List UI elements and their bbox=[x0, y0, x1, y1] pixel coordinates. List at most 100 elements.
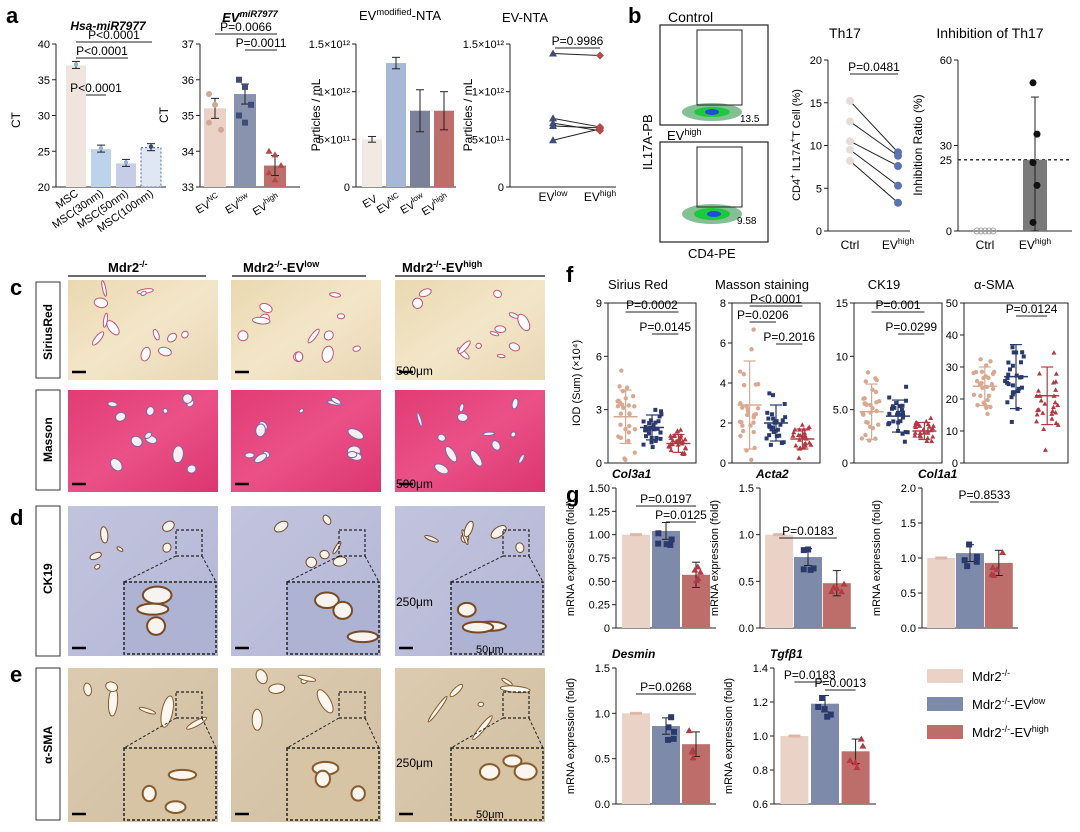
f2-point bbox=[751, 327, 756, 332]
b2-tick-label: 30 bbox=[940, 141, 952, 153]
histology-vessel bbox=[508, 312, 519, 319]
b1-ylabel: CD4+ IL17A+T Cell (%) bbox=[788, 89, 803, 201]
histology-vessel bbox=[93, 297, 109, 309]
f3-point bbox=[896, 412, 901, 417]
f4-frame bbox=[963, 302, 1069, 464]
row-label-masson: Masson bbox=[41, 417, 55, 462]
b2-title: Inhibition of Th17 bbox=[936, 25, 1043, 41]
g5-p2-pvalue: P=0.0013 bbox=[814, 676, 866, 690]
f1-point bbox=[654, 435, 659, 440]
chart-ev-modified-nta: EVmodified-NTA Particles / mL 0 5×10¹¹ 1×10¹… bbox=[309, 7, 456, 218]
f1-point bbox=[678, 427, 684, 432]
histology-vessel bbox=[457, 340, 471, 355]
g4-title: Desmin bbox=[612, 647, 655, 661]
panel-letter-g: g bbox=[566, 482, 579, 507]
f4-point bbox=[1009, 419, 1014, 424]
histology-vessel bbox=[458, 403, 465, 413]
b1-pair-line bbox=[849, 149, 899, 187]
g5-p1-pvalue: P=0.0183 bbox=[784, 668, 836, 682]
a2-xtick-label: EVhigh bbox=[249, 191, 282, 219]
b2-point-ctrl bbox=[989, 227, 997, 235]
b2-xtick-label: EVhigh bbox=[1019, 236, 1052, 252]
histology-vessel bbox=[298, 408, 304, 414]
histology-vessel bbox=[475, 342, 482, 349]
a4-pair-line bbox=[552, 125, 601, 129]
f3-title: CK19 bbox=[868, 277, 901, 292]
g4-point bbox=[688, 748, 696, 755]
g2-point bbox=[828, 588, 836, 595]
f2-point bbox=[782, 402, 787, 407]
f3-point bbox=[886, 422, 891, 427]
a2-ylabel: CT bbox=[157, 106, 171, 123]
g2-point bbox=[838, 588, 846, 595]
f1-ylabel: IOD (Sum) (×10⁴) bbox=[571, 340, 583, 426]
f1-point bbox=[658, 430, 663, 435]
histology-vessel bbox=[254, 453, 268, 464]
histology-image-siriusred-2 bbox=[395, 280, 545, 380]
histology-zoom-line bbox=[286, 717, 340, 749]
f1-point bbox=[618, 411, 624, 416]
f3-point bbox=[903, 398, 908, 403]
f4-point bbox=[1016, 386, 1021, 391]
g3-point bbox=[961, 557, 968, 564]
histology-vessel bbox=[515, 542, 525, 554]
f4-point bbox=[1050, 408, 1056, 413]
g4-point bbox=[668, 714, 675, 721]
g3-title: Col1a1 bbox=[918, 467, 958, 481]
f2-title: Masson staining bbox=[715, 277, 809, 292]
histology-inset-vessel bbox=[314, 591, 340, 609]
histology-vessel bbox=[140, 346, 151, 362]
f3-point bbox=[899, 407, 904, 412]
f2-point bbox=[796, 455, 802, 460]
a1-tick-label: 35 bbox=[38, 75, 50, 87]
g5-tick-label: 1.2 bbox=[753, 697, 768, 709]
g3-point bbox=[989, 563, 997, 570]
f4-point bbox=[1050, 404, 1056, 410]
b1-xtick-label: Ctrl bbox=[841, 238, 860, 252]
f4-tick-label: 30 bbox=[946, 362, 958, 374]
a4-title: EV-NTA bbox=[502, 10, 548, 25]
f4-point bbox=[1003, 379, 1008, 384]
chart-sirius-red-iod: Sirius Red IOD (Sum) (×10⁴) 0 3 6 9 P=0.0002 P=… bbox=[571, 277, 697, 470]
f4-point bbox=[1040, 410, 1046, 415]
flow-plot-evhigh bbox=[659, 141, 769, 243]
f1-point bbox=[643, 428, 648, 433]
b1-tick-label: 15 bbox=[810, 98, 822, 110]
histology-vessel bbox=[489, 331, 500, 337]
f1-point bbox=[627, 411, 632, 417]
a3-tick-label: 5×10¹¹ bbox=[318, 134, 350, 146]
b2-point-ctrl bbox=[981, 227, 989, 235]
f1-tick-label: 6 bbox=[596, 351, 602, 363]
g4-bar-0 bbox=[622, 713, 650, 804]
f4-point bbox=[1007, 367, 1012, 372]
histology-zoom-box bbox=[175, 529, 203, 557]
f4-point bbox=[1034, 411, 1040, 417]
a2-point bbox=[277, 162, 285, 169]
f4-point bbox=[1005, 375, 1010, 380]
g1-bar-0 bbox=[622, 534, 650, 628]
flow-gate-control-value: 13.5 bbox=[740, 114, 760, 125]
f4-point bbox=[1053, 371, 1059, 376]
f3-point bbox=[900, 415, 905, 420]
b2-point-evhigh bbox=[1029, 79, 1037, 87]
histology-vessel bbox=[109, 458, 123, 472]
f3-point bbox=[902, 439, 907, 444]
g3-tick-label: 1.0 bbox=[901, 553, 916, 565]
f4-point bbox=[978, 393, 983, 399]
flow-density-peak-control bbox=[705, 109, 719, 115]
panel-letter-b: b bbox=[628, 3, 641, 28]
f4-point bbox=[1006, 360, 1011, 365]
g5-tick-label: 1.0 bbox=[753, 731, 768, 743]
f1-point bbox=[668, 433, 674, 438]
g1-p2-pvalue: P=0.0125 bbox=[655, 508, 707, 522]
f4-point bbox=[1011, 350, 1016, 355]
b2-point-evhigh bbox=[1033, 181, 1041, 189]
a3-bar-0 bbox=[362, 139, 382, 187]
a1-p2-pvalue: P<0.0001 bbox=[76, 44, 128, 58]
group-header-evlow: Mdr2-/--EVlow bbox=[243, 259, 320, 275]
g5-title: Tgfβ1 bbox=[770, 647, 803, 661]
a1-ylabel: CT bbox=[9, 111, 23, 128]
f3-point bbox=[912, 433, 918, 438]
b1-point-evhigh bbox=[894, 162, 902, 171]
